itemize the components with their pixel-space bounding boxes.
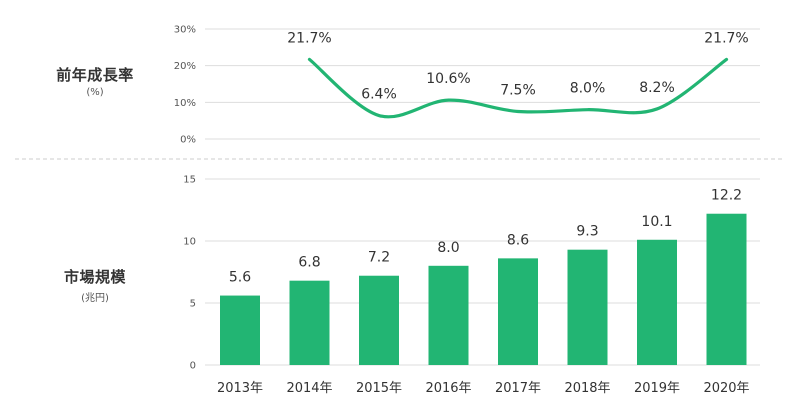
growth-value-label: 10.6% bbox=[426, 71, 470, 87]
market-size-bar bbox=[637, 239, 677, 365]
market-size-bar bbox=[359, 275, 399, 365]
growth-y-tick: 0% bbox=[180, 135, 196, 146]
year-label: 2015年 bbox=[356, 381, 402, 396]
market-size-bar bbox=[498, 258, 538, 365]
growth-value-label: 8.2% bbox=[639, 80, 675, 96]
year-label: 2020年 bbox=[703, 381, 749, 396]
year-label: 2018年 bbox=[564, 381, 610, 396]
market-size-title: 市場規模 bbox=[63, 268, 126, 286]
size-y-tick: 0 bbox=[190, 361, 196, 372]
market-size-bar bbox=[567, 249, 608, 365]
growth-value-label: 6.4% bbox=[361, 87, 397, 103]
growth-value-label: 21.7% bbox=[287, 30, 331, 46]
market-size-bar bbox=[289, 280, 330, 365]
year-label: 2019年 bbox=[634, 381, 680, 396]
size-y-tick: 15 bbox=[183, 175, 196, 186]
growth-value-label: 21.7% bbox=[704, 30, 748, 46]
market-size-chart: 0 5 10 15 5.6 2013年 6.8 2014年 7.2 2015年 8.0 2016年 8.… bbox=[183, 175, 760, 396]
growth-rate-chart: 0% 10% 20% 30% 21.7% 6.4% 10.6% 7.5% 8.0% 8.2% 21.… bbox=[174, 25, 760, 146]
growth-y-tick: 20% bbox=[174, 61, 196, 72]
size-y-tick: 5 bbox=[190, 299, 196, 310]
market-size-unit: (兆円) bbox=[81, 293, 109, 304]
market-size-label: 市場規模 (兆円) bbox=[20, 266, 170, 304]
market-size-value-label: 7.2 bbox=[368, 250, 390, 266]
market-size-value-label: 8.6 bbox=[507, 232, 529, 248]
growth-rate-title: 前年成長率 bbox=[56, 66, 134, 84]
market-size-value-label: 5.6 bbox=[229, 270, 251, 286]
year-label: 2016年 bbox=[425, 381, 471, 396]
growth-rate-label: 前年成長率 (%) bbox=[20, 64, 170, 98]
growth-value-label: 8.0% bbox=[570, 81, 606, 97]
growth-rate-unit: (%) bbox=[86, 87, 104, 98]
market-size-value-label: 12.2 bbox=[711, 188, 742, 204]
growth-y-tick: 10% bbox=[174, 98, 196, 109]
growth-value-label: 7.5% bbox=[500, 83, 536, 99]
market-size-value-label: 9.3 bbox=[576, 224, 598, 240]
market-size-value-label: 10.1 bbox=[641, 214, 672, 230]
market-size-bar bbox=[706, 213, 747, 365]
year-label: 2014年 bbox=[286, 381, 332, 396]
market-size-value-label: 8.0 bbox=[437, 240, 459, 256]
growth-y-tick: 30% bbox=[174, 25, 196, 36]
market-size-value-label: 6.8 bbox=[298, 255, 320, 271]
growth-rate-line bbox=[307, 57, 729, 119]
year-label: 2013年 bbox=[217, 381, 263, 396]
size-y-tick: 10 bbox=[183, 237, 196, 248]
market-size-bar bbox=[428, 265, 469, 365]
market-size-bar bbox=[220, 295, 260, 365]
year-label: 2017年 bbox=[495, 381, 541, 396]
